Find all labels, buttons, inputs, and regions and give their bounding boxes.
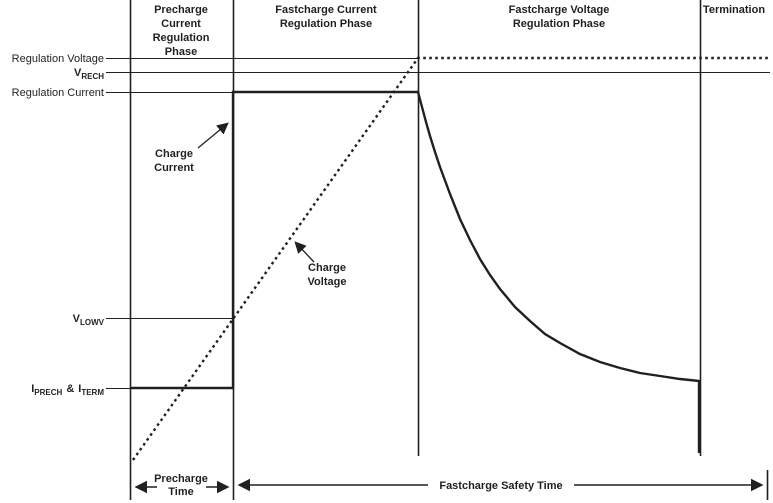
phase-label-precharge-line3: Regulation xyxy=(153,32,210,44)
charge-voltage-annotation-line1: Charge xyxy=(308,262,346,274)
phase-label-fastcharge-voltage-line2: Regulation Phase xyxy=(513,18,605,30)
phase-label-fastcharge-voltage-line1: Fastcharge Voltage xyxy=(509,4,610,16)
regulation-current-label: Regulation Current xyxy=(12,87,104,99)
regulation-voltage-label: Regulation Voltage xyxy=(12,53,104,65)
phase-label-precharge-line2: Current xyxy=(161,18,201,30)
iprech-iterm-label: IPRECH & ITERM xyxy=(31,383,104,397)
vlowv-label: VLOWV xyxy=(73,313,105,327)
charge-current-curve xyxy=(130,90,701,453)
vrech-label: VRECH xyxy=(74,67,104,81)
phase-label-termination: Termination xyxy=(703,4,765,16)
charge-voltage-arrow xyxy=(294,241,315,263)
precharge-time-label-line2: Time xyxy=(168,486,193,498)
phase-label-precharge-line1: Precharge xyxy=(154,4,208,16)
charge-current-annotation-line1: Charge xyxy=(155,148,193,160)
precharge-time-label-line1: Precharge xyxy=(154,473,208,485)
charge-voltage-curve xyxy=(132,56,770,461)
charge-current-annotation-line2: Current xyxy=(154,162,194,174)
charge-current-arrow xyxy=(197,122,229,149)
fastcharge-safety-time-label: Fastcharge Safety Time xyxy=(439,480,562,492)
phase-label-fastcharge-current-line2: Regulation Phase xyxy=(280,18,372,30)
phase-label-precharge-line4: Phase xyxy=(165,46,197,58)
charge-voltage-annotation-line2: Voltage xyxy=(308,276,347,288)
phase-label-fastcharge-current-line1: Fastcharge Current xyxy=(275,4,377,16)
